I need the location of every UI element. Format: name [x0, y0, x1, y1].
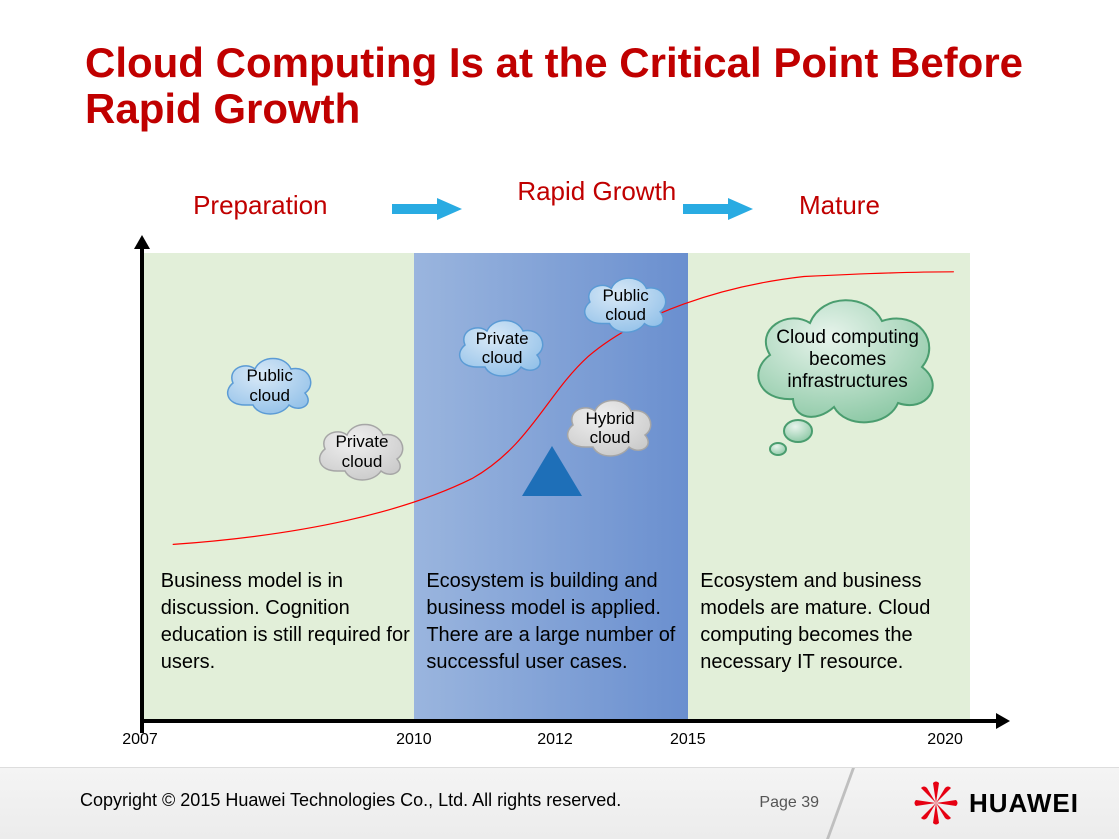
slide-title: Cloud Computing Is at the Critical Point…: [85, 40, 1035, 132]
footer-divider: [839, 768, 859, 839]
x-tick: 2015: [670, 731, 706, 749]
phase-label-mature: Mature: [799, 190, 880, 221]
page-number: Page 39: [759, 794, 819, 812]
arrow-right-icon: [392, 198, 462, 220]
brand-text: HUAWEI: [969, 788, 1079, 819]
copyright-text: Copyright © 2015 Huawei Technologies Co.…: [80, 790, 621, 811]
cloud-bubble-text: Private cloud: [447, 309, 557, 387]
x-tick: 2020: [927, 731, 963, 749]
y-axis: [140, 245, 144, 733]
region-desc-growth: Ecosystem is building and business model…: [426, 568, 683, 676]
region-desc-mature: Ecosystem and business models are mature…: [700, 568, 966, 676]
phase-label-rapid-growth: Rapid Growth: [517, 176, 677, 207]
x-tick: 2012: [537, 731, 573, 749]
arrow-right-icon: [683, 198, 753, 220]
critical-point-marker-icon: [522, 446, 582, 496]
cloud-bubble-public-2: Public cloud: [572, 267, 680, 343]
growth-chart: Public cloud Private cloud Private cloud…: [140, 253, 970, 723]
x-tick: 2010: [396, 731, 432, 749]
phase-label-text: Rapid Growth: [517, 176, 676, 206]
huawei-logo-icon: [913, 780, 959, 826]
brand: HUAWEI: [913, 778, 1079, 828]
x-axis: [140, 719, 1000, 723]
region-desc-preparation: Business model is in discussion. Cogniti…: [161, 568, 410, 676]
x-tick: 2007: [122, 731, 158, 749]
cloud-bubble-text: Public cloud: [572, 267, 680, 343]
cloud-bubble-text: Cloud computing becomes infrastructures: [738, 281, 958, 461]
cloud-bubble-infrastructure: Cloud computing becomes infrastructures: [738, 281, 958, 461]
slide-footer: Copyright © 2015 Huawei Technologies Co.…: [0, 767, 1119, 839]
phase-header-row: Preparation Rapid Growth Mature: [135, 180, 965, 250]
cloud-bubble-private: Private cloud: [306, 413, 418, 491]
phase-label-preparation: Preparation: [193, 190, 327, 221]
cloud-bubble-private-2: Private cloud: [447, 309, 557, 387]
cloud-bubble-text: Private cloud: [306, 413, 418, 491]
